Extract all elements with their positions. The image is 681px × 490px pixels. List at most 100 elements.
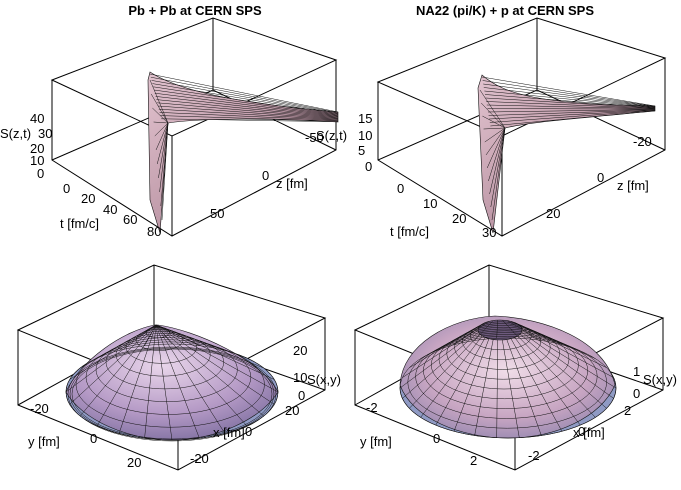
chart-2-zlabel: S(z,t) xyxy=(316,128,347,143)
mesh-line xyxy=(488,109,656,116)
mesh-line xyxy=(144,324,157,439)
mesh-line xyxy=(155,324,226,434)
mesh-line xyxy=(155,96,339,118)
mesh-line xyxy=(489,110,656,123)
mesh-line xyxy=(510,338,563,432)
chart-4-xtick: 2 xyxy=(624,403,631,418)
mesh-line xyxy=(409,333,481,409)
chart-sxy-1: 20 10 0 S(x,y) 20 0 -20 x [fm] -20 0 20 … xyxy=(16,264,341,471)
mesh-line xyxy=(483,127,506,130)
mesh-line xyxy=(506,320,542,341)
mesh-line xyxy=(484,94,656,108)
chart-1-xtick: 0 xyxy=(63,181,70,196)
mesh-line xyxy=(486,101,656,109)
chart-4-surface xyxy=(399,315,617,439)
mesh-line xyxy=(486,127,506,169)
mesh-line xyxy=(517,335,596,418)
mesh-line xyxy=(80,324,157,417)
mesh-line xyxy=(496,339,498,438)
chart-1-surface xyxy=(147,71,339,234)
mesh-line xyxy=(402,327,479,378)
mesh-line xyxy=(502,339,520,438)
mesh-line xyxy=(474,339,494,436)
chart-3-zlabel: S(x,y) xyxy=(307,372,341,387)
mesh-ring xyxy=(69,347,275,441)
mesh-line xyxy=(69,324,157,405)
chart-1-xtick: 60 xyxy=(123,212,137,227)
chart-2-ztick: 5 xyxy=(358,143,365,158)
mesh-line xyxy=(519,325,607,368)
chart-1-xticks: 0 20 40 60 80 xyxy=(63,181,161,239)
mesh-line xyxy=(490,110,656,127)
mesh-line xyxy=(483,87,656,108)
mesh-line xyxy=(149,79,169,124)
mesh-line xyxy=(154,122,169,137)
chart-1-yticks: -50 0 50 xyxy=(210,130,324,221)
chart-2-yticks: -20 0 20 xyxy=(546,134,652,221)
mesh-line xyxy=(156,99,339,118)
mesh-line xyxy=(155,324,200,439)
mesh-line xyxy=(156,122,169,165)
mesh-line xyxy=(144,324,157,346)
chart-3-xlabel: x [fm] xyxy=(213,425,245,440)
mesh-line xyxy=(483,83,656,107)
mesh-line xyxy=(149,73,339,113)
mesh-line xyxy=(159,112,339,121)
chart-1-ztick: 10 xyxy=(30,153,44,168)
chart-3-xticks: 20 0 -20 xyxy=(190,403,299,466)
chart-2-xtick: 20 xyxy=(452,211,466,226)
chart-1-ztick: 20 xyxy=(30,141,44,156)
chart-4-yticks: -2 0 2 xyxy=(366,400,477,468)
chart-2-ylabel: z [fm] xyxy=(617,178,649,193)
mesh-line xyxy=(150,93,169,124)
chart-4-ytick: -2 xyxy=(366,400,378,415)
chart-4-ytick: 2 xyxy=(470,453,477,468)
mesh-line xyxy=(481,76,656,107)
mesh-line xyxy=(482,80,656,107)
mesh-line xyxy=(118,324,157,351)
mesh-line xyxy=(154,92,339,117)
chart-2-ytick: 0 xyxy=(597,170,604,185)
mesh-line xyxy=(521,331,614,399)
chart-1-ytick: -50 xyxy=(305,130,324,145)
chart-4-ylabel: y [fm] xyxy=(360,434,392,449)
mesh-line xyxy=(491,127,506,221)
mesh-line xyxy=(150,76,339,113)
mesh-line xyxy=(496,320,498,339)
chart-1-xtick: 20 xyxy=(81,191,95,206)
chart-4-ytick: 0 xyxy=(433,431,440,446)
chart-1-zlabel: S(z,t) xyxy=(0,126,31,141)
chart-2-xtick: 0 xyxy=(397,181,404,196)
mesh-line xyxy=(155,324,248,359)
chart-1-zticks: 40 30 20 10 0 xyxy=(30,111,52,181)
mesh-line xyxy=(155,324,173,441)
chart-na22: NA22 (pi/K) + p at CERN SPS 15 10 5 0 S(… xyxy=(316,3,667,240)
chart-2-xtick: 10 xyxy=(423,196,437,211)
chart-1-xtick: 40 xyxy=(103,202,117,217)
mesh-line xyxy=(158,122,169,179)
mesh-line xyxy=(521,327,614,378)
chart-3-ztick: 0 xyxy=(298,388,305,403)
chart-1-ztick: 40 xyxy=(30,111,44,126)
mesh-line xyxy=(488,127,506,182)
mesh-line xyxy=(514,322,581,352)
chart-4-ztick: 0 xyxy=(633,386,640,401)
mesh-line xyxy=(484,127,506,143)
mesh-line xyxy=(519,333,607,409)
mesh-line xyxy=(151,80,339,114)
chart-1-ytick: 50 xyxy=(210,206,224,221)
chart-3-xtick: -20 xyxy=(190,451,209,466)
chart-2-xtick: 30 xyxy=(482,225,496,240)
mesh-line xyxy=(485,127,506,156)
chart-3-ytick: 0 xyxy=(90,431,97,446)
mesh-line xyxy=(479,89,506,129)
chart-4-xtick: -2 xyxy=(528,448,540,463)
chart-1-xlabel: t [fm/c] xyxy=(60,216,99,231)
chart-2-box xyxy=(376,17,667,237)
chart-3-surface xyxy=(65,324,279,442)
mesh-line xyxy=(506,339,542,436)
mesh-line xyxy=(487,108,656,110)
mesh-line xyxy=(521,329,617,389)
chart-1-ztick: 0 xyxy=(37,166,44,181)
